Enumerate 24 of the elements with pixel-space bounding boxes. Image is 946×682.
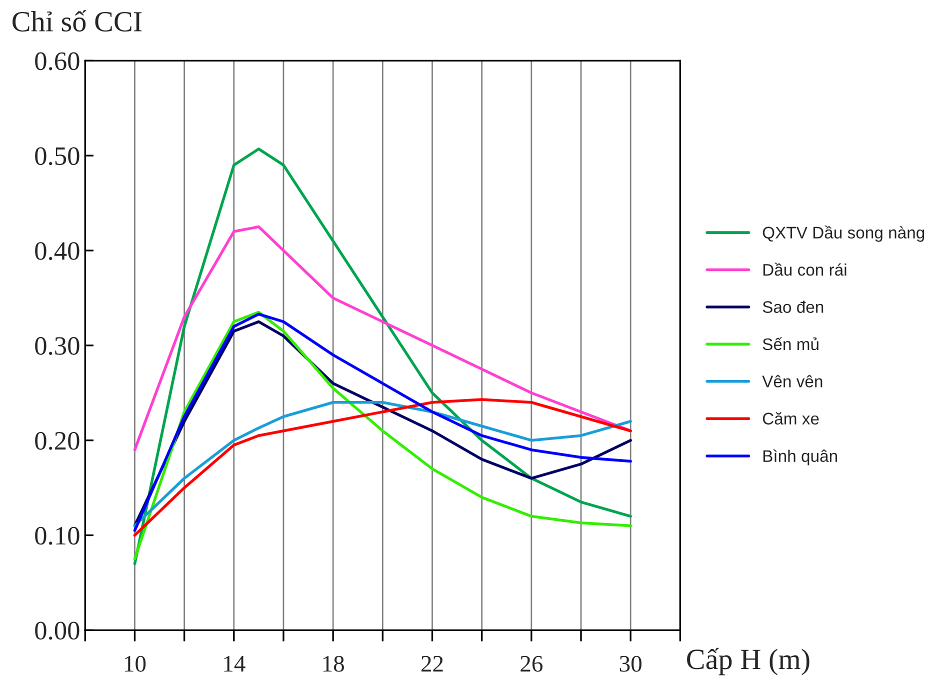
legend-label: Dầu con rái	[763, 262, 846, 276]
x-tick-label: 10	[125, 656, 146, 672]
x-tick-label: 22	[421, 656, 443, 672]
legend-label: Bình quân	[763, 450, 837, 466]
legend-label: Sến mủ	[762, 337, 818, 350]
line-series	[133, 225, 632, 452]
y-axis-title: Chỉ số CCI	[12, 10, 142, 32]
y-tick-label: 0.30	[35, 337, 80, 355]
x-axis-title: Cấp H (m)	[687, 648, 810, 676]
x-tick-label: 18	[323, 656, 344, 672]
y-tick-label: 0.50	[35, 147, 80, 166]
y-tick-label: 0.10	[35, 526, 80, 545]
y-tick-label: 0.60	[35, 52, 80, 70]
y-tick-label: 0.20	[35, 432, 80, 450]
line-series	[133, 148, 632, 566]
x-tick-label: 26	[520, 656, 543, 672]
y-tick-label: 0.40	[35, 242, 80, 260]
x-tick-label: 30	[620, 656, 642, 672]
legend-label: QXTV Dầu song nàng	[762, 226, 924, 242]
legend-label: Sao đen	[762, 300, 824, 313]
y-tick-label: 0.00	[35, 622, 80, 640]
legend-label: Căm xe	[762, 412, 819, 425]
x-tick-label: 14	[224, 656, 246, 672]
legend-label: Vên vên	[762, 375, 822, 388]
